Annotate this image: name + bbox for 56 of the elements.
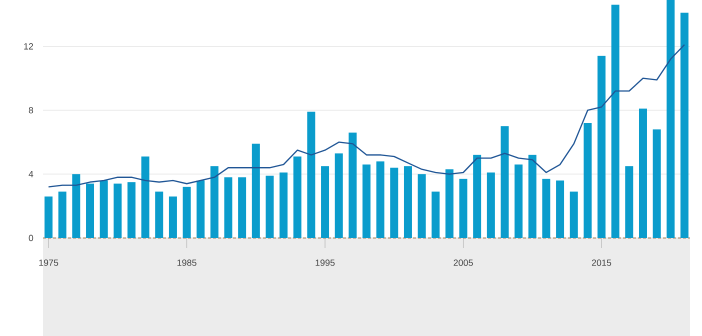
y-tick-label: 4 bbox=[28, 170, 34, 178]
bar bbox=[307, 112, 316, 238]
bar bbox=[321, 166, 330, 238]
x-tick-label: 2005 bbox=[454, 260, 473, 266]
y-tick-label: 8 bbox=[28, 107, 34, 114]
bar bbox=[196, 180, 205, 238]
x-tick-label: 2015 bbox=[592, 260, 612, 266]
bar bbox=[598, 56, 606, 238]
bar bbox=[652, 129, 661, 238]
bar bbox=[404, 166, 412, 238]
bar bbox=[280, 172, 288, 238]
x-tick-label: 1975 bbox=[39, 260, 58, 266]
bar bbox=[72, 174, 80, 238]
bar bbox=[611, 4, 620, 238]
bar bbox=[376, 161, 384, 238]
bar bbox=[348, 132, 357, 238]
bar bbox=[625, 166, 634, 238]
bar bbox=[473, 154, 482, 238]
bar bbox=[514, 164, 523, 238]
bar bbox=[362, 164, 371, 238]
bar bbox=[418, 174, 426, 238]
bar bbox=[293, 156, 302, 238]
bar bbox=[584, 122, 592, 238]
x-tick-label: 1995 bbox=[316, 260, 335, 266]
bar bbox=[224, 177, 232, 238]
bar bbox=[500, 126, 509, 238]
bar bbox=[155, 192, 164, 238]
bar bbox=[86, 184, 94, 238]
bar bbox=[238, 177, 246, 238]
bar bbox=[680, 12, 688, 238]
bar bbox=[486, 172, 495, 238]
bar bbox=[100, 180, 108, 238]
bar bbox=[127, 182, 136, 238]
bar bbox=[666, 0, 675, 238]
bar bbox=[114, 184, 122, 238]
bar bbox=[182, 186, 191, 238]
bar bbox=[210, 166, 218, 238]
y-tick-label: 12 bbox=[24, 43, 34, 50]
x-tick-label: 1985 bbox=[177, 260, 196, 266]
bar bbox=[266, 176, 274, 238]
bar bbox=[459, 178, 468, 238]
bar bbox=[528, 154, 536, 238]
bar bbox=[556, 180, 564, 238]
bar bbox=[141, 156, 150, 238]
bar bbox=[168, 196, 177, 238]
y-tick-label: 0 bbox=[28, 234, 34, 242]
bar bbox=[542, 178, 550, 238]
bar bbox=[445, 169, 454, 238]
bar bbox=[570, 192, 578, 238]
bar bbox=[432, 192, 440, 238]
bar bbox=[44, 196, 53, 238]
bar bbox=[390, 168, 398, 238]
bar bbox=[334, 153, 343, 238]
bar bbox=[58, 192, 66, 238]
bar bbox=[252, 144, 260, 238]
bar bbox=[638, 108, 647, 238]
